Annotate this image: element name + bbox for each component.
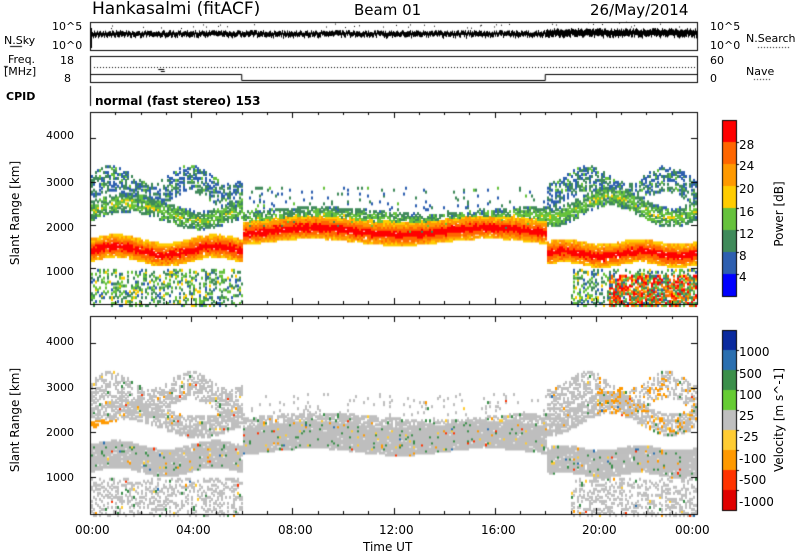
nsky-tick-high: 10^5 [52,20,83,33]
velocity-cbar-tick-neg1000: -1000 [739,495,774,509]
nsearch-tick-low: 10^0 [710,39,741,52]
power-cbar-tick-24: 24 [739,159,755,173]
nsearch-tick-high: 10^5 [710,20,741,33]
date-title: 26/May/2014 [590,1,689,19]
beam-title: Beam 01 [354,1,422,19]
xtick-0000-start: 00:00 [75,523,110,537]
xtick-1200: 12:00 [379,523,414,537]
nave-label: Nave [746,65,775,78]
x-axis-label: Time UT [363,540,413,554]
velocity-cbar-tick-neg100: -100 [739,452,767,466]
power-ytick-3000: 3000 [46,176,74,189]
velocity-ytick-2000: 2000 [46,426,74,439]
freq-label: Freq. [8,53,36,66]
xtick-2000: 20:00 [582,523,617,537]
power-cbar-tick-8: 8 [739,249,747,263]
freq-tick-low: 8 [64,72,71,85]
xtick-1600: 16:00 [481,523,516,537]
nsearch-label: N.Search [746,32,796,45]
xtick-0800: 08:00 [278,523,313,537]
power-ytick-2000: 2000 [46,221,74,234]
nave-tick-low: 0 [710,72,717,85]
freq-tick-high: 18 [60,54,74,67]
station-title: Hankasalmi (fitACF) [92,0,261,19]
velocity-cbar-tick-500: 500 [739,367,762,381]
velocity-ytick-1000: 1000 [46,471,74,484]
power-cbar-tick-4: 4 [739,270,747,284]
xtick-0000-end: 00:00 [675,523,710,537]
power-cbar-tick-12: 12 [739,227,755,241]
freq-unit-label: [MHz] [4,65,37,78]
nsky-tick-low: 10^0 [52,39,83,52]
velocity-cbar-tick-neg500: -500 [739,473,767,487]
power-y-axis-label: Slant Range [km] [8,160,22,266]
velocity-cbar-tick-25: 25 [739,409,755,423]
velocity-colorbar-label: Velocity [m s^-1] [772,367,786,473]
power-cbar-tick-16: 16 [739,205,755,219]
velocity-ytick-3000: 3000 [46,381,74,394]
xtick-0400: 04:00 [176,523,211,537]
power-ytick-4000: 4000 [46,129,74,142]
nave-tick-high: 60 [710,54,724,67]
power-ytick-1000: 1000 [46,265,74,278]
nsky-label: N.Sky [4,34,36,47]
cpid-program-text: normal (fast stereo) 153 [95,94,261,108]
velocity-y-axis-label: Slant Range [km] [8,367,22,473]
velocity-cbar-tick-neg25: -25 [739,430,759,444]
power-colorbar-label: Power [dB] [772,181,786,247]
power-cbar-tick-28: 28 [739,138,755,152]
velocity-cbar-tick-1000: 1000 [739,345,770,359]
power-cbar-tick-20: 20 [739,182,755,196]
cpid-label: CPID [6,90,36,103]
velocity-ytick-4000: 4000 [46,335,74,348]
velocity-cbar-tick-100: 100 [739,388,762,402]
